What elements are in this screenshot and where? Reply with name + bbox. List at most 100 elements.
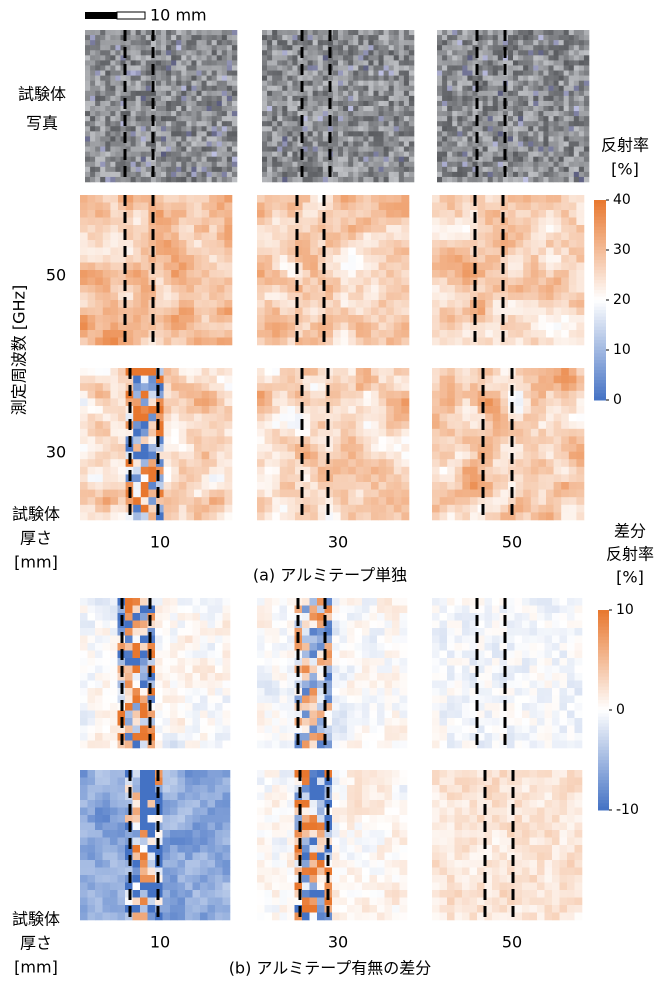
heatmap-cell <box>348 248 356 256</box>
heatmap-cell <box>576 218 584 226</box>
heatmap-cell <box>303 270 311 278</box>
heatmap-cell <box>171 315 179 323</box>
photo-texture <box>85 147 90 152</box>
heatmap-cell <box>272 338 280 346</box>
heatmap-cell <box>280 195 288 203</box>
photo-texture <box>323 55 328 60</box>
heatmap-cell <box>523 270 531 278</box>
heatmap-cell <box>171 330 179 338</box>
photo-texture <box>100 86 105 91</box>
photo-texture <box>358 35 363 40</box>
photo-texture <box>333 45 338 50</box>
photo-texture <box>363 96 368 101</box>
photo-texture <box>287 55 292 60</box>
photo-texture <box>488 172 493 177</box>
photo-texture <box>202 167 207 172</box>
heatmap-cell <box>209 255 217 263</box>
heatmap-cell <box>110 330 118 338</box>
photo-texture <box>394 65 399 70</box>
photo-texture <box>191 96 196 101</box>
heatmap-cell <box>531 323 539 331</box>
photo-texture <box>95 167 100 172</box>
photo-texture <box>85 96 90 101</box>
heatmap-cell <box>103 391 111 399</box>
photo-texture <box>95 116 100 121</box>
photo-texture <box>478 126 483 131</box>
photo-texture <box>554 162 559 167</box>
photo-texture <box>447 50 452 55</box>
photo-texture <box>105 86 110 91</box>
photo-texture <box>333 177 338 182</box>
heatmap-cell <box>371 203 379 211</box>
photo-texture <box>207 86 212 91</box>
heatmap-cell <box>310 248 318 256</box>
heatmap-cell <box>371 421 379 429</box>
photo-texture <box>579 55 584 60</box>
photo-texture <box>483 172 488 177</box>
heatmap-cell <box>341 210 349 218</box>
photo-texture <box>323 50 328 55</box>
photo-texture <box>569 45 574 50</box>
photo-texture <box>126 126 131 131</box>
heatmap-cell <box>310 398 318 406</box>
heatmap-cell <box>224 490 232 498</box>
photo-texture <box>447 121 452 126</box>
heatmap-cell <box>179 444 187 452</box>
heatmap-cell <box>371 278 379 286</box>
heatmap-cell <box>95 285 103 293</box>
heatmap-cell <box>202 391 210 399</box>
photo-texture <box>348 55 353 60</box>
heatmap-cell <box>80 240 88 248</box>
heatmap-cell <box>224 248 232 256</box>
photo-texture <box>323 101 328 106</box>
heatmap-cell <box>171 398 179 406</box>
heatmap-cell <box>394 383 402 391</box>
photo-texture <box>191 35 196 40</box>
photo-texture <box>136 30 141 35</box>
photo-texture <box>105 121 110 126</box>
photo-texture <box>222 162 227 167</box>
heatmap-cell <box>202 203 210 211</box>
heatmap-cell <box>485 315 493 323</box>
photo-texture <box>100 147 105 152</box>
heatmap-cell <box>576 330 584 338</box>
photo-texture <box>328 76 333 81</box>
heatmap-cell <box>348 315 356 323</box>
heatmap-cell <box>531 391 539 399</box>
heatmap-cell <box>371 406 379 414</box>
heatmap-cell <box>164 233 172 241</box>
heatmap-cell <box>179 218 187 226</box>
heatmap-cell <box>179 383 187 391</box>
heatmap-cell <box>287 429 295 437</box>
heatmap-cell <box>386 368 394 376</box>
heatmap-cell <box>523 285 531 293</box>
heatmap-cell <box>186 398 194 406</box>
heatmap-cell <box>272 398 280 406</box>
photo-texture <box>399 141 404 146</box>
photo-texture <box>358 152 363 157</box>
photo-texture <box>523 55 528 60</box>
photo-texture <box>548 141 553 146</box>
heatmap-cell <box>186 467 194 475</box>
photo-texture <box>462 30 467 35</box>
photo-texture <box>282 126 287 131</box>
heatmap-cell <box>371 490 379 498</box>
photo-texture <box>166 40 171 45</box>
heatmap-cell <box>493 330 501 338</box>
photo-texture <box>462 152 467 157</box>
photo-texture <box>437 91 442 96</box>
heatmap-cell <box>287 233 295 241</box>
photo-texture <box>338 35 343 40</box>
photo-texture <box>191 121 196 126</box>
photo-texture <box>523 121 528 126</box>
heatmap-cell <box>310 293 318 301</box>
photo-texture <box>528 147 533 152</box>
heatmap-cell <box>202 195 210 203</box>
photo-texture <box>358 167 363 172</box>
photo-texture <box>313 152 318 157</box>
photo-texture <box>202 55 207 60</box>
photo-texture <box>467 141 472 146</box>
heatmap-cell <box>447 452 455 460</box>
photo-texture <box>171 101 176 106</box>
photo-texture <box>318 157 323 162</box>
